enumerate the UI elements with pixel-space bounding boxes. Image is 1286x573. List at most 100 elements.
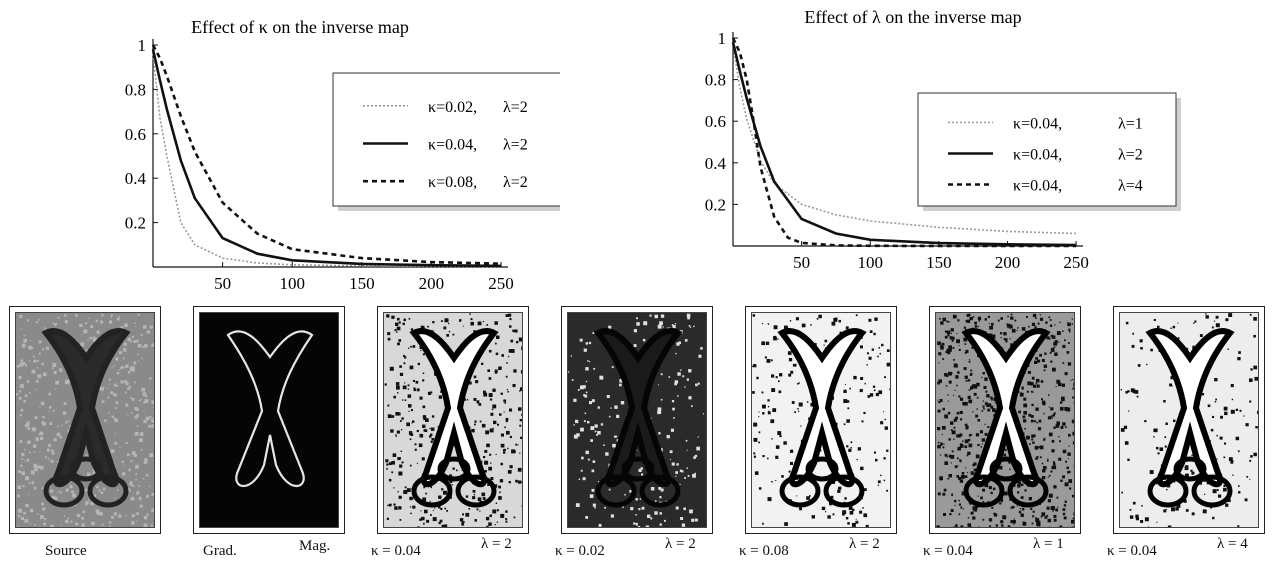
y-tick-label: 1 xyxy=(138,36,147,55)
y-tick-label: 0.4 xyxy=(705,154,727,173)
structure-left xyxy=(595,474,637,508)
legend: κ=0.04, λ=1 κ=0.04, λ=2 κ=0.04, λ=4 xyxy=(917,92,1181,211)
structure-center xyxy=(1173,456,1207,482)
ventricle-shape xyxy=(41,328,131,488)
x-tick-label: 50 xyxy=(214,274,231,293)
caption-left: Grad. xyxy=(203,543,237,559)
x-tick-label: 200 xyxy=(419,274,445,293)
structure-right xyxy=(1007,474,1049,508)
caption-right: λ = 1 xyxy=(1033,536,1064,552)
structure-center xyxy=(621,456,655,482)
y-tick-label: 1 xyxy=(718,29,727,48)
legend-param-3: λ=2 xyxy=(503,174,528,191)
lambda-effect-chart: Effect of λ on the inverse map 50 100 150 2… xyxy=(705,7,1181,272)
x-tick-label: 200 xyxy=(995,253,1021,272)
structure-right xyxy=(639,474,681,508)
structure-center xyxy=(69,456,103,482)
thumb-k002-l2 xyxy=(561,306,713,534)
legend-param-2: λ=2 xyxy=(1118,147,1143,164)
y-tick-label: 0.6 xyxy=(125,125,146,144)
x-tick-label: 250 xyxy=(1063,253,1089,272)
legend-param-3: λ=4 xyxy=(1118,178,1143,195)
kappa-effect-chart: Effect of κ on the inverse map 50 100 150 2… xyxy=(125,17,560,293)
thumb-image xyxy=(1119,312,1259,528)
y-tick-label: 0.4 xyxy=(125,169,147,188)
legend-box xyxy=(332,72,560,207)
ventricle-shape xyxy=(409,328,499,488)
thumb-image xyxy=(935,312,1075,528)
legend-label-2: κ=0.04, xyxy=(428,137,477,154)
y-tick-label: 0.2 xyxy=(125,214,146,233)
structure-right xyxy=(87,474,129,508)
thumb-image xyxy=(751,312,891,528)
legend-label-3: κ=0.04, xyxy=(1013,178,1062,195)
thumb-grad-mag xyxy=(193,306,345,534)
y-tick-label: 0.8 xyxy=(705,71,726,90)
structure-right xyxy=(1191,474,1233,508)
series-line-1 xyxy=(152,53,502,268)
x-tick-label: 250 xyxy=(488,274,514,293)
structure-left xyxy=(1147,474,1189,508)
x-tick-label: 100 xyxy=(279,274,305,293)
series-line-3 xyxy=(731,37,1077,248)
caption-right: Mag. xyxy=(299,538,331,554)
legend-label-1: κ=0.02, xyxy=(428,99,477,116)
plot-area: 50 100 150 200 250 0.2 0.4 0.6 0.8 1 xyxy=(705,29,1089,272)
legend-param-2: λ=2 xyxy=(503,137,528,154)
thumb-background xyxy=(200,313,338,527)
legend: κ=0.02, λ=2 κ=0.04, λ=2 κ=0.08, λ=2 xyxy=(332,72,560,211)
structure-right xyxy=(823,474,865,508)
legend-label-2: κ=0.04, xyxy=(1013,147,1062,164)
structure-right xyxy=(455,474,497,508)
gradient-contour xyxy=(226,330,314,487)
caption-right: λ = 2 xyxy=(481,536,512,552)
chart-title: Effect of κ on the inverse map xyxy=(191,17,409,37)
caption-left: κ = 0.04 xyxy=(1107,543,1157,559)
series-line-1 xyxy=(732,44,1077,235)
series-line-3 xyxy=(151,44,502,265)
thumb-k004-l1 xyxy=(929,306,1081,534)
caption-left: κ = 0.02 xyxy=(555,543,605,559)
ventricle-shape xyxy=(961,328,1051,488)
legend-param-1: λ=1 xyxy=(1118,116,1143,133)
y-tick-label: 0.2 xyxy=(705,195,726,214)
structure-left xyxy=(43,474,85,508)
caption-left: κ = 0.08 xyxy=(739,543,789,559)
y-tick-label: 0.6 xyxy=(705,112,726,131)
structure-center xyxy=(805,456,839,482)
legend-box xyxy=(917,92,1177,207)
x-tick-label: 150 xyxy=(349,274,375,293)
thumb-k004-l4 xyxy=(1113,306,1265,534)
ventricle-shape xyxy=(777,328,867,488)
structure-left xyxy=(779,474,821,508)
structure-center xyxy=(437,456,471,482)
caption-left: κ = 0.04 xyxy=(923,543,973,559)
series-line-2 xyxy=(151,49,502,268)
thumb-k008-l2 xyxy=(745,306,897,534)
thumb-image xyxy=(15,312,155,528)
thumb-image xyxy=(383,312,523,528)
legend-param-1: λ=2 xyxy=(503,99,528,116)
structure-left xyxy=(411,474,453,508)
thumb-image xyxy=(567,312,707,528)
series-line-2 xyxy=(731,41,1077,247)
x-tick-label: 100 xyxy=(858,253,884,272)
caption-right: λ = 2 xyxy=(665,536,696,552)
caption-right: λ = 2 xyxy=(849,536,880,552)
plot-area: 50 100 150 200 250 0.2 0.4 0.6 0.8 1 xyxy=(125,36,514,293)
legend-label-3: κ=0.08, xyxy=(428,174,477,191)
thumb-image xyxy=(199,312,339,528)
caption-left: Source xyxy=(45,543,87,559)
caption-right: λ = 4 xyxy=(1217,536,1248,552)
y-tick-label: 0.8 xyxy=(125,80,146,99)
structure-center xyxy=(989,456,1023,482)
thumb-source xyxy=(9,306,161,534)
thumb-k004-l2 xyxy=(377,306,529,534)
caption-left: κ = 0.04 xyxy=(371,543,421,559)
ventricle-shape xyxy=(593,328,683,488)
ventricle-shape xyxy=(1145,328,1235,488)
structure-left xyxy=(963,474,1005,508)
legend-label-1: κ=0.04, xyxy=(1013,116,1062,133)
chart-title: Effect of λ on the inverse map xyxy=(804,7,1021,27)
x-tick-label: 150 xyxy=(926,253,952,272)
